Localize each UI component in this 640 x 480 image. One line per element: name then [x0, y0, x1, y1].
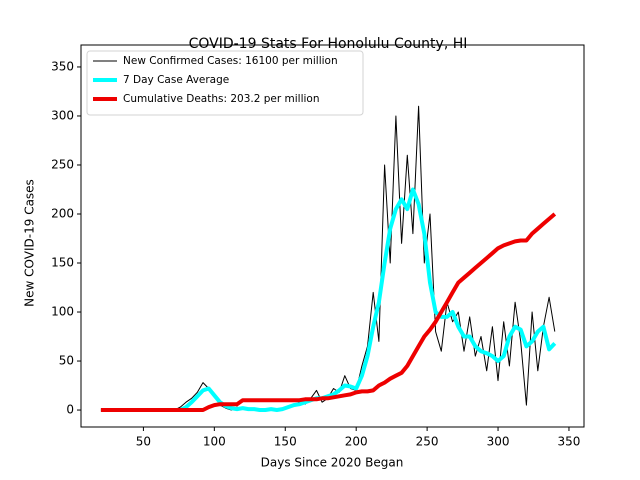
- y-tick-label: 100: [51, 305, 74, 319]
- x-tick-label: 350: [558, 435, 581, 449]
- y-tick-label: 0: [66, 403, 74, 417]
- series-line: [100, 212, 557, 412]
- y-axis-label: New COVID-19 Cases: [23, 179, 37, 307]
- y-tick-label: 300: [51, 108, 74, 122]
- x-axis-label: Days Since 2020 Began: [261, 456, 404, 470]
- series-line: [100, 187, 557, 412]
- legend-label: Cumulative Deaths: 203.2 per million: [123, 93, 320, 105]
- y-tick-label: 50: [59, 354, 74, 368]
- legend-box: [86, 50, 364, 116]
- legend-label: 7 Day Case Average: [123, 74, 229, 86]
- y-tick-label: 200: [51, 206, 74, 220]
- x-tick-label: 50: [136, 435, 151, 449]
- y-tick-label: 350: [51, 59, 74, 73]
- x-tick-label: 200: [345, 435, 368, 449]
- legend-label: New Confirmed Cases: 16100 per million: [123, 55, 338, 67]
- x-tick-label: 100: [203, 435, 226, 449]
- plot-frame: [80, 44, 585, 428]
- chart-title: COVID-19 Stats For Honolulu County, HI: [189, 36, 468, 52]
- x-tick-label: 150: [274, 435, 297, 449]
- x-tick-label: 250: [416, 435, 439, 449]
- y-tick-label: 150: [51, 256, 74, 270]
- x-tick-label: 300: [487, 435, 510, 449]
- y-tick-label: 250: [51, 157, 74, 171]
